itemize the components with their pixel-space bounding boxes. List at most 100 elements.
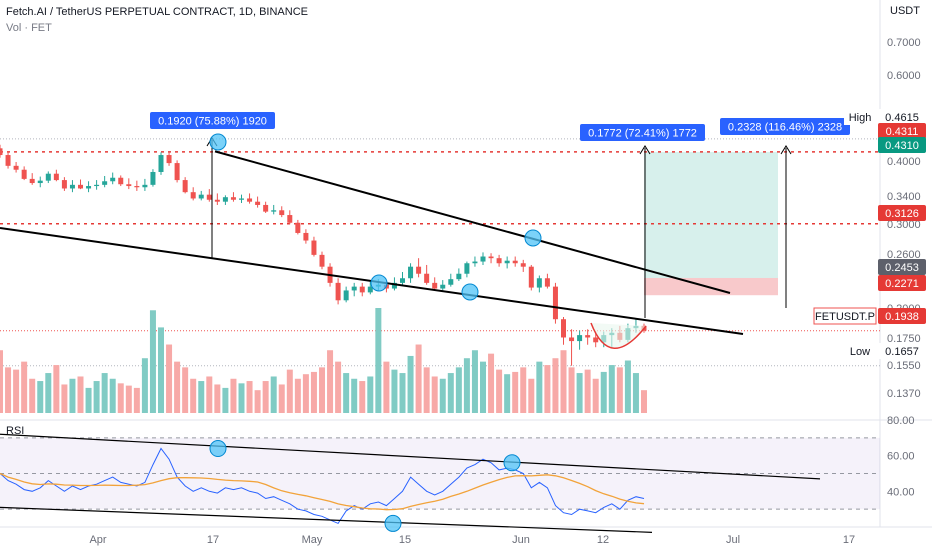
candle-body[interactable]	[424, 273, 430, 283]
candle-body[interactable]	[158, 155, 164, 172]
candle-body[interactable]	[496, 258, 502, 264]
upper-trendline[interactable]	[214, 150, 731, 294]
candle-body[interactable]	[432, 282, 438, 289]
rsi-lower-trendline[interactable]	[0, 506, 653, 533]
time-tick: 17	[843, 534, 855, 546]
loss-zone	[644, 277, 778, 296]
candle-body[interactable]	[448, 279, 454, 285]
candle-body[interactable]	[239, 198, 244, 200]
candle-body[interactable]	[528, 266, 534, 288]
candle-body[interactable]	[45, 173, 51, 181]
candle-body[interactable]	[5, 155, 11, 166]
candle-body[interactable]	[230, 197, 236, 200]
candle-body[interactable]	[504, 260, 510, 264]
candle-body[interactable]	[480, 256, 486, 262]
candle-body[interactable]	[214, 199, 220, 202]
price-label-name: High	[849, 112, 872, 124]
rsi-upper-trendline[interactable]	[0, 433, 821, 480]
volume-bar	[174, 361, 181, 413]
candle-body[interactable]	[150, 171, 156, 185]
candle-body[interactable]	[561, 319, 566, 338]
candle-body[interactable]	[577, 335, 583, 342]
candle-body[interactable]	[102, 181, 108, 185]
candle-body[interactable]	[222, 197, 228, 202]
candle-body[interactable]	[303, 232, 309, 241]
candle-body[interactable]	[279, 210, 285, 216]
candle-body[interactable]	[520, 263, 526, 267]
price-label-tag	[844, 109, 876, 125]
candle-body[interactable]	[440, 284, 446, 289]
candle-body[interactable]	[247, 198, 253, 202]
rsi-tick: 60.00	[887, 451, 915, 463]
candle-body[interactable]	[86, 186, 92, 189]
candle-body[interactable]	[94, 184, 100, 187]
volume-bar	[206, 376, 213, 413]
price-tick: 0.6000	[887, 70, 921, 82]
candle-body[interactable]	[110, 177, 116, 182]
candle-body[interactable]	[206, 194, 212, 200]
candle-body[interactable]	[142, 184, 148, 188]
volume-bar	[29, 378, 36, 413]
candle-body[interactable]	[400, 278, 405, 283]
candle-body[interactable]	[271, 210, 277, 212]
price-tick: 0.7000	[887, 37, 921, 49]
candle-body[interactable]	[182, 180, 188, 193]
candle-body[interactable]	[37, 180, 43, 184]
candle-body[interactable]	[585, 335, 591, 338]
candle-body[interactable]	[536, 278, 542, 288]
candle-body[interactable]	[255, 201, 261, 205]
candle-body[interactable]	[391, 282, 397, 289]
candle-body[interactable]	[472, 261, 478, 264]
volume-bar	[399, 373, 406, 413]
candle-body[interactable]	[118, 177, 124, 185]
price-tick: 0.3000	[887, 219, 921, 231]
volume-bar	[552, 358, 559, 413]
candle-body[interactable]	[408, 266, 414, 279]
candle-body[interactable]	[552, 286, 558, 320]
candle-body[interactable]	[69, 184, 75, 189]
candle-body[interactable]	[319, 254, 325, 267]
candle-body[interactable]	[544, 278, 550, 287]
volume-bar	[488, 353, 495, 413]
candle-body[interactable]	[367, 286, 373, 293]
candle-body[interactable]	[263, 204, 269, 212]
price-label-value: 0.3126	[885, 208, 919, 220]
candle-body[interactable]	[198, 194, 204, 199]
candle-body[interactable]	[351, 286, 357, 291]
price-label-value: 0.4310	[885, 140, 919, 152]
candle-body[interactable]	[13, 165, 19, 170]
candle-body[interactable]	[0, 148, 3, 156]
candle-body[interactable]	[166, 155, 172, 164]
candle-body[interactable]	[134, 186, 140, 188]
candle-body[interactable]	[359, 286, 365, 293]
candle-body[interactable]	[190, 192, 196, 199]
price-tick: 0.1550	[887, 360, 921, 372]
volume-bars	[0, 308, 647, 413]
candle-body[interactable]	[593, 337, 599, 343]
candle-body[interactable]	[488, 256, 494, 259]
price-label-box	[878, 308, 926, 324]
volume-bar	[544, 365, 551, 413]
price-label-box	[878, 205, 926, 221]
candle-body[interactable]	[78, 184, 83, 189]
price-label-tag	[844, 343, 876, 359]
candle-body[interactable]	[464, 263, 470, 274]
candle-body[interactable]	[174, 163, 180, 181]
candle-body[interactable]	[53, 173, 59, 181]
candle-body[interactable]	[569, 337, 575, 342]
candle-body[interactable]	[29, 178, 35, 184]
candle-body[interactable]	[416, 266, 422, 274]
candle-body[interactable]	[512, 260, 518, 264]
candle-body[interactable]	[287, 215, 293, 223]
measure-label-box	[720, 118, 850, 135]
touch-point-marker	[384, 514, 402, 532]
candle-body[interactable]	[126, 184, 132, 187]
candle-body[interactable]	[311, 240, 317, 255]
candle-body[interactable]	[343, 290, 349, 301]
candle-body[interactable]	[456, 273, 462, 280]
candle-body[interactable]	[61, 180, 67, 189]
candle-body[interactable]	[295, 222, 301, 233]
candle-body[interactable]	[21, 169, 27, 179]
candle-body[interactable]	[335, 282, 341, 301]
